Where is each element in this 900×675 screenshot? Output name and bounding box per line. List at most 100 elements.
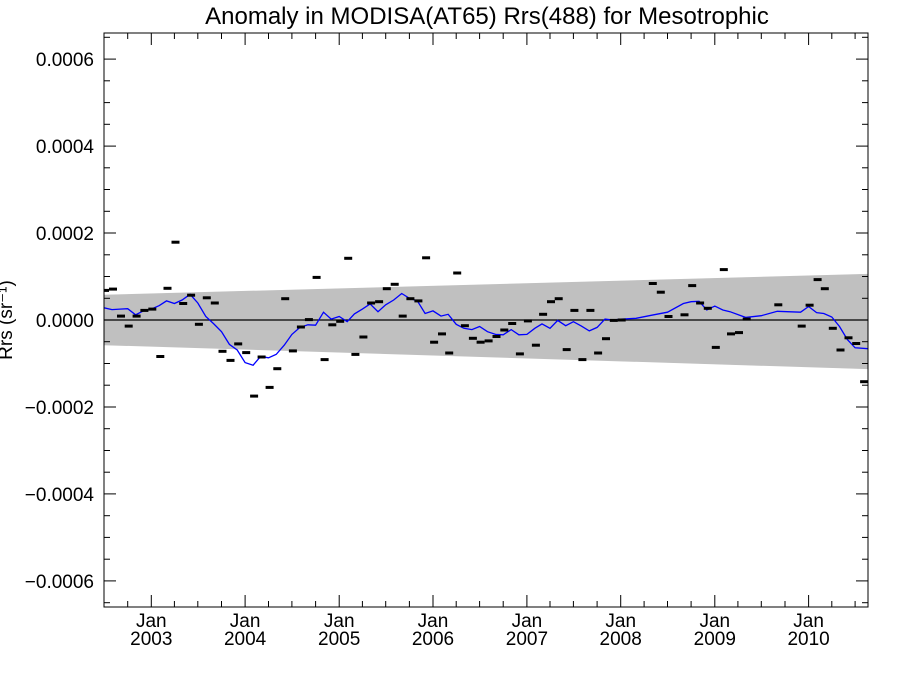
data-point — [742, 317, 751, 321]
data-point — [860, 380, 868, 384]
data-point — [820, 287, 829, 291]
x-tick-label-month: Jan — [605, 611, 636, 632]
data-point — [727, 332, 735, 336]
data-point — [813, 278, 822, 282]
data-point — [265, 385, 274, 389]
data-point — [156, 355, 165, 358]
data-point — [578, 358, 587, 362]
y-tick-label: 0.0000 — [36, 311, 94, 332]
data-point — [594, 351, 603, 355]
data-point — [430, 340, 439, 344]
data-point — [774, 303, 783, 307]
x-tick-label-year: 2004 — [224, 629, 267, 650]
uncertainty-band — [104, 273, 868, 370]
y-tick-label: −0.0002 — [25, 398, 94, 419]
x-tick-label-month: Jan — [230, 611, 261, 632]
data-point — [328, 323, 337, 327]
x-tick-label-month: Jan — [512, 611, 543, 632]
data-point — [531, 343, 540, 347]
data-point — [187, 293, 196, 297]
data-point — [445, 351, 454, 355]
data-point — [367, 301, 376, 305]
plot-area — [104, 240, 868, 398]
data-point — [468, 336, 477, 340]
y-tick-label: 0.0004 — [36, 137, 95, 158]
x-tick-label-year: 2003 — [130, 629, 172, 650]
x-tick-label-year: 2008 — [600, 629, 642, 650]
data-point — [375, 300, 384, 304]
data-point — [484, 339, 493, 343]
data-point — [104, 288, 109, 292]
data-point — [359, 335, 368, 339]
y-tick-label: 0.0002 — [36, 224, 94, 245]
data-point — [194, 322, 203, 326]
plot-clip-group — [104, 240, 868, 398]
data-point — [680, 313, 689, 317]
data-point — [735, 331, 743, 335]
data-point — [648, 282, 657, 285]
chart-title: Anomaly in MODISA(AT65) Rrs(488) for Mes… — [205, 3, 769, 30]
data-point — [242, 351, 251, 355]
data-point — [805, 303, 814, 307]
data-point — [508, 322, 517, 325]
data-point — [202, 296, 211, 300]
data-point — [117, 314, 125, 318]
x-tick-label-month: Jan — [324, 611, 355, 632]
data-point — [523, 319, 532, 323]
data-point — [344, 256, 353, 260]
data-point — [148, 307, 157, 311]
data-point — [132, 314, 141, 318]
data-point — [460, 324, 469, 328]
x-tick-label-year: 2009 — [694, 629, 736, 650]
data-point — [602, 337, 610, 341]
data-point — [320, 358, 329, 362]
x-tick-label-month: Jan — [136, 611, 167, 632]
data-point — [414, 299, 423, 303]
data-point — [703, 306, 712, 310]
data-point — [210, 301, 219, 305]
data-point — [109, 287, 117, 291]
data-point — [554, 297, 563, 301]
x-tick-label-year: 2005 — [318, 629, 360, 650]
data-point — [281, 297, 290, 301]
data-point — [828, 326, 837, 330]
x-tick-label-year: 2006 — [412, 629, 454, 650]
data-point — [570, 308, 579, 312]
data-point — [140, 308, 149, 312]
data-point — [562, 348, 571, 352]
axes: −0.0006 −0.0004 −0.0002 0.0000 0.0002 0.0004 0… — [25, 32, 869, 650]
data-point — [476, 340, 485, 344]
data-point — [719, 268, 728, 272]
data-point — [586, 308, 595, 312]
x-tick-label-year: 2010 — [787, 629, 829, 650]
data-point — [288, 349, 297, 353]
data-point — [547, 300, 555, 304]
data-point — [234, 342, 243, 346]
data-point — [422, 256, 431, 260]
y-tick-label: −0.0004 — [25, 485, 95, 506]
data-point — [226, 358, 235, 362]
data-point — [453, 271, 462, 275]
data-point — [836, 348, 845, 352]
x-tick-label-month: Jan — [793, 611, 824, 632]
data-point — [171, 240, 180, 244]
data-point — [688, 284, 697, 288]
data-point — [250, 394, 259, 398]
data-point — [711, 345, 720, 349]
data-point — [844, 336, 853, 340]
data-point — [179, 302, 188, 305]
data-point — [382, 287, 391, 291]
x-tick-label-year: 2007 — [506, 629, 548, 650]
data-point — [304, 318, 313, 322]
x-tick-label-month: Jan — [699, 611, 730, 632]
data-point — [257, 355, 266, 359]
data-point — [406, 297, 415, 301]
data-point — [539, 312, 548, 316]
data-point — [124, 324, 133, 328]
data-point — [664, 315, 673, 318]
data-point — [273, 367, 282, 371]
data-point — [852, 342, 861, 345]
data-point — [492, 335, 501, 338]
data-point — [797, 324, 806, 328]
